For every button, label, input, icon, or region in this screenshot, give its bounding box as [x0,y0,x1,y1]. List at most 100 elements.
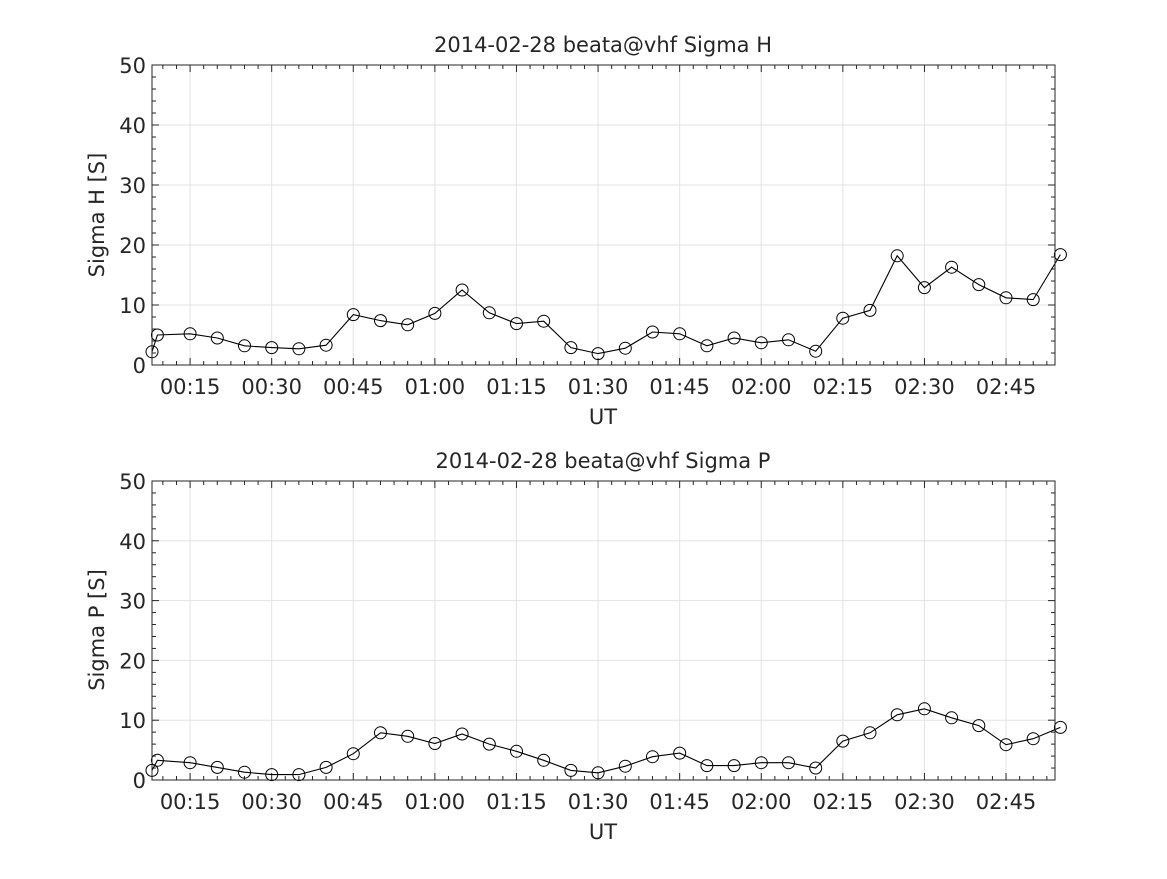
sigma-p-y-tick-label: 0 [133,769,146,793]
sigma-h-x-tick-label: 00:15 [160,375,221,399]
sigma-h-data-point [210,331,224,345]
sigma-h-data-point [482,306,496,320]
sigma-p-data-point [510,744,523,758]
sigma-h-panel: 0 10 20 30 40 50 00:15 00:30 00:45 01:00 01:15 01:3… [85,33,1067,429]
sigma-h-data-point [917,281,931,295]
sigma-h-data-point [618,341,632,355]
sigma-p-data-point [863,726,877,740]
sigma-p-x-tick-label: 02:45 [976,790,1037,814]
sigma-p-data-point [890,708,904,722]
sigma-h-data-point [374,314,387,328]
sigma-p-data-point [945,711,959,725]
sigma-p-data-point [618,759,632,773]
sigma-p-data-point [265,768,279,782]
sigma-p-data-point [727,759,741,773]
sigma-p-data-point [673,746,687,760]
sigma-h-data-point [510,317,523,331]
sigma-h-data-point [782,333,795,347]
sigma-p-data-point [374,726,387,740]
sigma-h-data-point [836,311,850,325]
sigma-p-data-point [319,760,333,774]
sigma-p-data-point [564,763,578,777]
sigma-h-series-line [151,254,1061,355]
sigma-p-data-point [428,737,442,750]
sigma-h-data-point [999,291,1013,305]
sigma-h-data-point [292,342,306,356]
sigma-h-data-point [537,314,551,328]
sigma-h-x-tick-label: 01:15 [486,375,547,399]
sigma-h-x-tick-label: 02:00 [731,375,792,399]
sigma-h-data-point [591,347,605,361]
sigma-h-data-point [673,327,687,341]
sigma-p-x-tick-label: 02:00 [731,790,792,814]
sigma-p-x-tick-label: 01:30 [568,790,629,814]
sigma-p-y-tick-label: 40 [119,530,146,554]
sigma-p-x-tick-label: 01:00 [405,790,466,814]
sigma-p-chart-title: 2014-02-28 beata@vhf Sigma P [436,449,771,473]
sigma-h-data-point [754,336,768,350]
sigma-h-x-tick-label: 02:15 [813,375,874,399]
sigma-p-x-tick-label: 00:15 [160,790,221,814]
sigma-p-data-point [782,756,795,770]
sigma-p-x-tick-label: 02:15 [813,790,874,814]
sigma-h-data-point [863,303,877,317]
sigma-p-data-point [455,727,469,741]
sigma-h-data-point [890,249,904,263]
sigma-h-data-point [346,308,360,322]
sigma-h-y-tick-label: 0 [133,354,146,378]
sigma-p-y-tick-label: 20 [119,649,146,673]
sigma-p-data-point [183,756,197,770]
sigma-h-data-point [700,339,714,353]
sigma-h-data-point [1026,293,1040,307]
sigma-p-data-point [591,766,605,780]
sigma-p-x-tick-label: 02:30 [894,790,955,814]
sigma-h-y-tick-label: 30 [119,174,146,198]
sigma-h-data-point [183,327,197,341]
sigma-p-data-point [917,702,931,716]
sigma-h-y-axis-label: Sigma H [S] [85,153,109,278]
sigma-h-data-point [428,306,442,320]
sigma-p-data-point [809,761,823,775]
sigma-p-x-tick-label: 01:45 [649,790,710,814]
sigma-p-data-point [210,760,224,774]
sigma-p-data-point [646,750,659,764]
sigma-p-x-tick-label: 00:45 [323,790,384,814]
sigma-p-data-point [150,753,164,767]
sigma-h-x-tick-label: 01:00 [405,375,466,399]
sigma-p-data-point [238,765,251,779]
sigma-h-data-point [945,260,959,274]
sigma-p-data-point [1026,732,1040,746]
sigma-h-data-point [265,341,279,355]
sigma-p-data-point [700,759,714,773]
sigma-p-data-point [999,738,1013,752]
sigma-p-axes-box [151,480,1056,781]
sigma-p-x-tick-label: 01:15 [486,790,547,814]
sigma-h-x-tick-label: 02:30 [894,375,955,399]
sigma-h-x-tick-label: 01:45 [649,375,710,399]
sigma-h-y-tick-label: 40 [119,114,146,138]
sigma-p-data-point [972,719,986,733]
sigma-h-y-tick-label: 10 [119,294,146,318]
sigma-p-x-axis-label: UT [589,820,617,844]
sigma-h-data-point [1053,248,1067,262]
sigma-h-y-tick-label: 20 [119,234,146,258]
sigma-p-y-tick-label: 50 [119,470,146,494]
sigma-p-x-tick-label: 00:30 [241,790,302,814]
sigma-h-y-tick-label: 50 [119,54,146,78]
sigma-h-data-point [809,344,823,358]
sigma-h-x-tick-label: 00:30 [241,375,302,399]
sigma-p-y-tick-label: 30 [119,590,146,614]
sigma-h-data-point [727,331,741,345]
sigma-h-data-point [646,325,659,339]
sigma-p-data-point [401,729,415,743]
sigma-h-data-point [238,339,251,353]
sigma-h-x-tick-label: 01:30 [568,375,629,399]
sigma-h-data-point [150,328,164,342]
sigma-p-data-point [346,747,360,761]
sigma-h-chart-title: 2014-02-28 beata@vhf Sigma H [434,33,772,57]
sigma-p-data-point [482,737,496,751]
sigma-p-data-point [1053,720,1067,734]
sigma-h-data-point [972,278,986,292]
sigma-p-data-point [292,768,306,782]
